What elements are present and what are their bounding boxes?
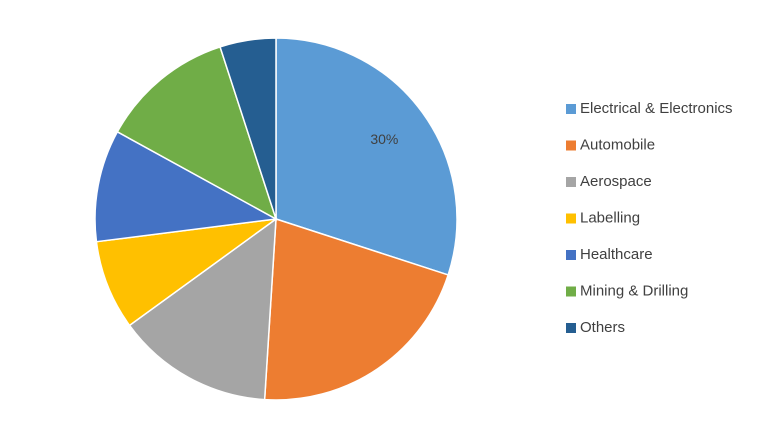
- legend-swatch: [566, 250, 576, 260]
- legend-swatch: [566, 140, 576, 151]
- legend-swatch: [566, 177, 576, 187]
- value-label: 30%: [370, 131, 398, 147]
- legend-swatch: [566, 213, 576, 224]
- legend-swatch: [566, 286, 576, 297]
- legend-label: Labelling: [580, 209, 640, 226]
- legend-label: Automobile: [580, 136, 655, 153]
- legend-label: Aerospace: [580, 173, 652, 190]
- legend-swatch: [566, 104, 576, 114]
- legend-swatch: [566, 323, 576, 333]
- pie-slice: [275, 37, 458, 276]
- pie-slice: [219, 37, 277, 220]
- legend-label: Electrical & Electronics: [580, 100, 733, 117]
- legend-label: Healthcare: [580, 246, 653, 263]
- pie-slice: [128, 217, 277, 401]
- pie-slice: [263, 217, 450, 401]
- pie-slice: [116, 45, 278, 221]
- legend-label: Others: [580, 319, 625, 336]
- legend-label: Mining & Drilling: [580, 282, 688, 299]
- pie-slice: [95, 218, 277, 327]
- pie-slice: [94, 130, 279, 243]
